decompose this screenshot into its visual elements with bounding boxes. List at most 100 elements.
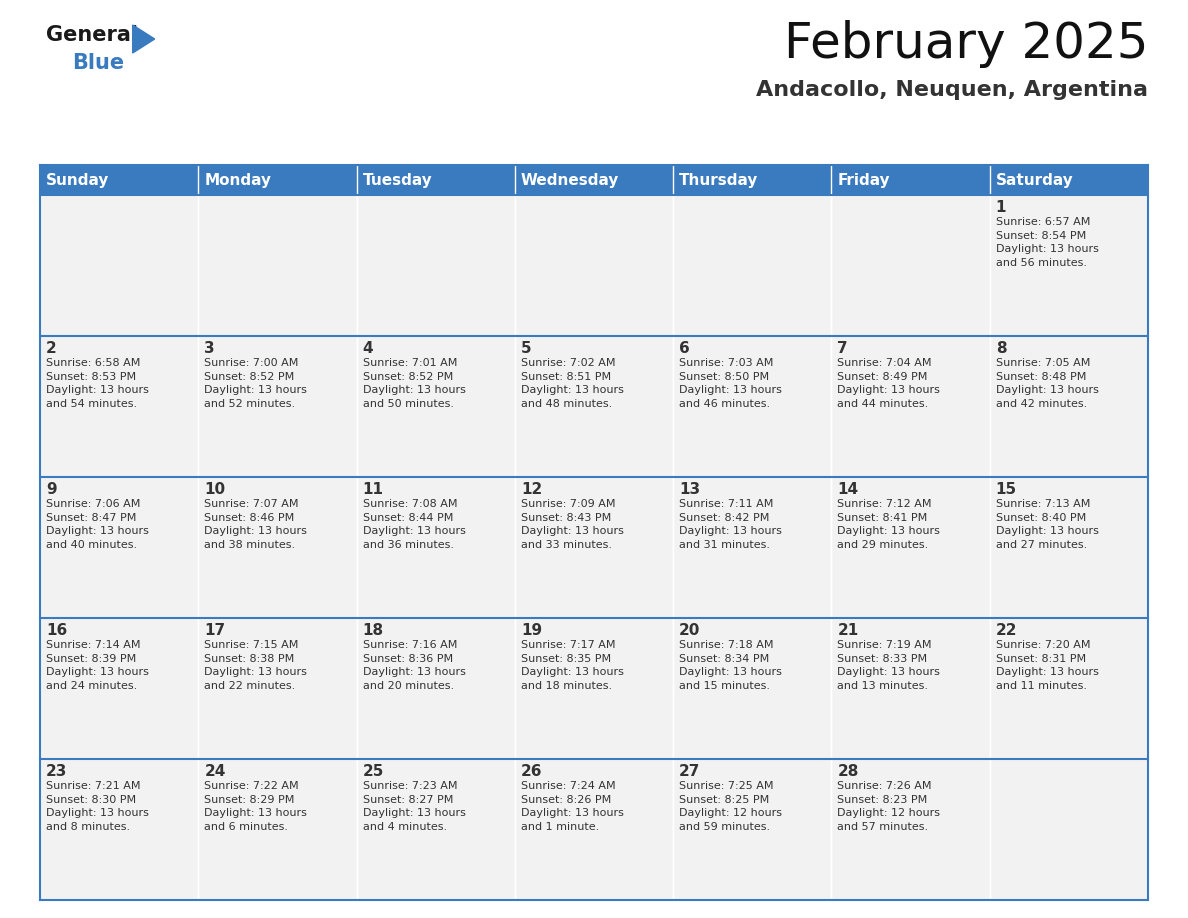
Text: 11: 11 bbox=[362, 482, 384, 497]
Bar bbox=[990, 759, 1148, 900]
Bar bbox=[198, 336, 356, 477]
Text: Sunrise: 7:25 AM
Sunset: 8:25 PM
Daylight: 12 hours
and 59 minutes.: Sunrise: 7:25 AM Sunset: 8:25 PM Dayligh… bbox=[680, 781, 782, 832]
Text: Sunrise: 7:02 AM
Sunset: 8:51 PM
Daylight: 13 hours
and 48 minutes.: Sunrise: 7:02 AM Sunset: 8:51 PM Dayligh… bbox=[520, 358, 624, 409]
Bar bbox=[198, 195, 356, 336]
Bar bbox=[356, 477, 514, 618]
Text: 6: 6 bbox=[680, 341, 690, 356]
Text: Monday: Monday bbox=[204, 173, 271, 187]
Bar bbox=[514, 195, 674, 336]
Text: Tuesday: Tuesday bbox=[362, 173, 432, 187]
Bar bbox=[514, 165, 674, 195]
Text: Sunrise: 7:20 AM
Sunset: 8:31 PM
Daylight: 13 hours
and 11 minutes.: Sunrise: 7:20 AM Sunset: 8:31 PM Dayligh… bbox=[996, 640, 1099, 691]
Text: Sunrise: 7:00 AM
Sunset: 8:52 PM
Daylight: 13 hours
and 52 minutes.: Sunrise: 7:00 AM Sunset: 8:52 PM Dayligh… bbox=[204, 358, 308, 409]
Polygon shape bbox=[133, 25, 154, 53]
Text: Andacollo, Neuquen, Argentina: Andacollo, Neuquen, Argentina bbox=[756, 80, 1148, 100]
Bar bbox=[674, 618, 832, 759]
Bar bbox=[514, 336, 674, 477]
Text: Sunrise: 7:18 AM
Sunset: 8:34 PM
Daylight: 13 hours
and 15 minutes.: Sunrise: 7:18 AM Sunset: 8:34 PM Dayligh… bbox=[680, 640, 782, 691]
Text: 9: 9 bbox=[46, 482, 57, 497]
Text: 20: 20 bbox=[680, 623, 701, 638]
Text: Sunrise: 7:04 AM
Sunset: 8:49 PM
Daylight: 13 hours
and 44 minutes.: Sunrise: 7:04 AM Sunset: 8:49 PM Dayligh… bbox=[838, 358, 941, 409]
Bar bbox=[514, 477, 674, 618]
Bar bbox=[832, 477, 990, 618]
Bar bbox=[832, 759, 990, 900]
Text: 22: 22 bbox=[996, 623, 1017, 638]
Text: 3: 3 bbox=[204, 341, 215, 356]
Text: Sunrise: 7:14 AM
Sunset: 8:39 PM
Daylight: 13 hours
and 24 minutes.: Sunrise: 7:14 AM Sunset: 8:39 PM Dayligh… bbox=[46, 640, 148, 691]
Text: 5: 5 bbox=[520, 341, 531, 356]
Text: February 2025: February 2025 bbox=[784, 20, 1148, 68]
Bar bbox=[40, 336, 198, 477]
Text: General: General bbox=[46, 25, 138, 45]
Text: 12: 12 bbox=[520, 482, 542, 497]
Bar bbox=[674, 195, 832, 336]
Bar bbox=[356, 195, 514, 336]
Bar bbox=[356, 759, 514, 900]
Text: Sunday: Sunday bbox=[46, 173, 109, 187]
Text: Friday: Friday bbox=[838, 173, 890, 187]
Text: 14: 14 bbox=[838, 482, 859, 497]
Bar bbox=[990, 195, 1148, 336]
Text: Sunrise: 7:16 AM
Sunset: 8:36 PM
Daylight: 13 hours
and 20 minutes.: Sunrise: 7:16 AM Sunset: 8:36 PM Dayligh… bbox=[362, 640, 466, 691]
Text: Sunrise: 7:09 AM
Sunset: 8:43 PM
Daylight: 13 hours
and 33 minutes.: Sunrise: 7:09 AM Sunset: 8:43 PM Dayligh… bbox=[520, 499, 624, 550]
Text: 28: 28 bbox=[838, 764, 859, 779]
Text: Sunrise: 6:57 AM
Sunset: 8:54 PM
Daylight: 13 hours
and 56 minutes.: Sunrise: 6:57 AM Sunset: 8:54 PM Dayligh… bbox=[996, 217, 1099, 268]
Text: 15: 15 bbox=[996, 482, 1017, 497]
Bar bbox=[990, 477, 1148, 618]
Text: 4: 4 bbox=[362, 341, 373, 356]
Bar bbox=[40, 195, 198, 336]
Text: 17: 17 bbox=[204, 623, 226, 638]
Bar bbox=[832, 165, 990, 195]
Text: Sunrise: 7:21 AM
Sunset: 8:30 PM
Daylight: 13 hours
and 8 minutes.: Sunrise: 7:21 AM Sunset: 8:30 PM Dayligh… bbox=[46, 781, 148, 832]
Text: Sunrise: 7:11 AM
Sunset: 8:42 PM
Daylight: 13 hours
and 31 minutes.: Sunrise: 7:11 AM Sunset: 8:42 PM Dayligh… bbox=[680, 499, 782, 550]
Text: Sunrise: 7:17 AM
Sunset: 8:35 PM
Daylight: 13 hours
and 18 minutes.: Sunrise: 7:17 AM Sunset: 8:35 PM Dayligh… bbox=[520, 640, 624, 691]
Text: Sunrise: 7:24 AM
Sunset: 8:26 PM
Daylight: 13 hours
and 1 minute.: Sunrise: 7:24 AM Sunset: 8:26 PM Dayligh… bbox=[520, 781, 624, 832]
Bar bbox=[198, 759, 356, 900]
Bar bbox=[674, 477, 832, 618]
Text: Sunrise: 7:01 AM
Sunset: 8:52 PM
Daylight: 13 hours
and 50 minutes.: Sunrise: 7:01 AM Sunset: 8:52 PM Dayligh… bbox=[362, 358, 466, 409]
Text: Sunrise: 7:08 AM
Sunset: 8:44 PM
Daylight: 13 hours
and 36 minutes.: Sunrise: 7:08 AM Sunset: 8:44 PM Dayligh… bbox=[362, 499, 466, 550]
Text: Sunrise: 7:13 AM
Sunset: 8:40 PM
Daylight: 13 hours
and 27 minutes.: Sunrise: 7:13 AM Sunset: 8:40 PM Dayligh… bbox=[996, 499, 1099, 550]
Bar bbox=[40, 618, 198, 759]
Bar bbox=[514, 618, 674, 759]
Text: 18: 18 bbox=[362, 623, 384, 638]
Text: Wednesday: Wednesday bbox=[520, 173, 619, 187]
Text: 24: 24 bbox=[204, 764, 226, 779]
Bar bbox=[832, 195, 990, 336]
Bar bbox=[990, 165, 1148, 195]
Text: 2: 2 bbox=[46, 341, 57, 356]
Text: 27: 27 bbox=[680, 764, 701, 779]
Bar bbox=[198, 165, 356, 195]
Text: Blue: Blue bbox=[72, 53, 125, 73]
Bar bbox=[40, 477, 198, 618]
Bar bbox=[356, 618, 514, 759]
Bar bbox=[832, 336, 990, 477]
Text: Sunrise: 7:15 AM
Sunset: 8:38 PM
Daylight: 13 hours
and 22 minutes.: Sunrise: 7:15 AM Sunset: 8:38 PM Dayligh… bbox=[204, 640, 308, 691]
Text: 13: 13 bbox=[680, 482, 700, 497]
Text: 7: 7 bbox=[838, 341, 848, 356]
Bar bbox=[198, 618, 356, 759]
Bar bbox=[674, 165, 832, 195]
Text: Sunrise: 7:26 AM
Sunset: 8:23 PM
Daylight: 12 hours
and 57 minutes.: Sunrise: 7:26 AM Sunset: 8:23 PM Dayligh… bbox=[838, 781, 941, 832]
Text: Sunrise: 7:12 AM
Sunset: 8:41 PM
Daylight: 13 hours
and 29 minutes.: Sunrise: 7:12 AM Sunset: 8:41 PM Dayligh… bbox=[838, 499, 941, 550]
Text: Sunrise: 7:05 AM
Sunset: 8:48 PM
Daylight: 13 hours
and 42 minutes.: Sunrise: 7:05 AM Sunset: 8:48 PM Dayligh… bbox=[996, 358, 1099, 409]
Text: Sunrise: 7:23 AM
Sunset: 8:27 PM
Daylight: 13 hours
and 4 minutes.: Sunrise: 7:23 AM Sunset: 8:27 PM Dayligh… bbox=[362, 781, 466, 832]
Text: 23: 23 bbox=[46, 764, 68, 779]
Text: 21: 21 bbox=[838, 623, 859, 638]
Text: Sunrise: 7:22 AM
Sunset: 8:29 PM
Daylight: 13 hours
and 6 minutes.: Sunrise: 7:22 AM Sunset: 8:29 PM Dayligh… bbox=[204, 781, 308, 832]
Bar bbox=[514, 759, 674, 900]
Bar bbox=[990, 336, 1148, 477]
Bar bbox=[40, 165, 198, 195]
Bar bbox=[198, 477, 356, 618]
Text: 1: 1 bbox=[996, 200, 1006, 215]
Text: Sunrise: 6:58 AM
Sunset: 8:53 PM
Daylight: 13 hours
and 54 minutes.: Sunrise: 6:58 AM Sunset: 8:53 PM Dayligh… bbox=[46, 358, 148, 409]
Text: Saturday: Saturday bbox=[996, 173, 1074, 187]
Bar bbox=[356, 336, 514, 477]
Text: 16: 16 bbox=[46, 623, 68, 638]
Bar bbox=[356, 165, 514, 195]
Text: Sunrise: 7:07 AM
Sunset: 8:46 PM
Daylight: 13 hours
and 38 minutes.: Sunrise: 7:07 AM Sunset: 8:46 PM Dayligh… bbox=[204, 499, 308, 550]
Text: 19: 19 bbox=[520, 623, 542, 638]
Text: 8: 8 bbox=[996, 341, 1006, 356]
Bar bbox=[674, 336, 832, 477]
Bar bbox=[40, 759, 198, 900]
